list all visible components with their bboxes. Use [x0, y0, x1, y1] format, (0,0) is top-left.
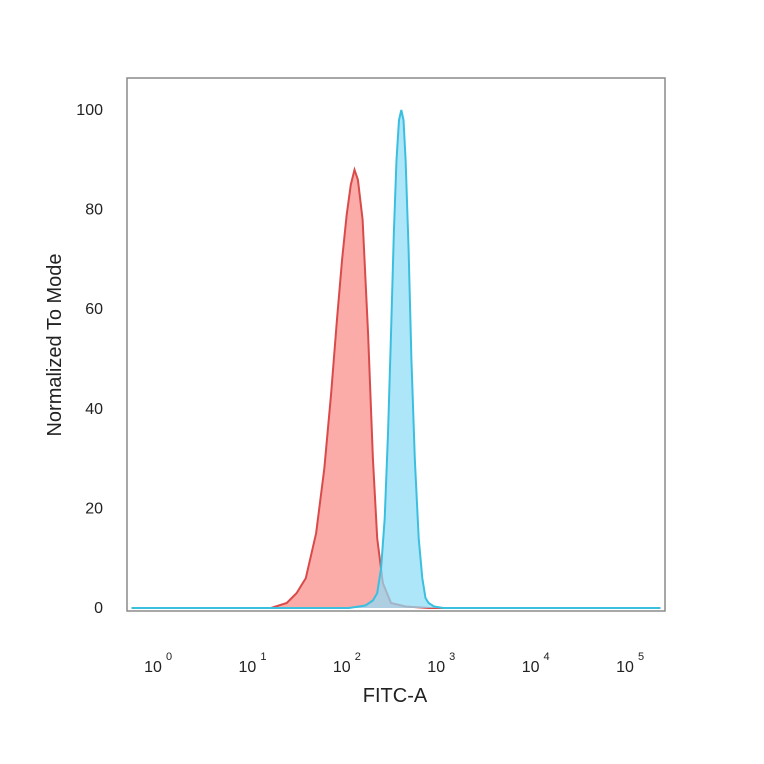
y-tick-labels: 0 20 40 60 80 100 — [76, 102, 103, 617]
y-tick-label-2: 40 — [85, 401, 103, 418]
x-tick-label-0: 10 — [144, 659, 162, 676]
x-tick-exponent-5: 5 — [638, 651, 644, 663]
x-tick-exponent-1: 1 — [260, 651, 266, 663]
series-layer — [131, 109, 661, 609]
x-tick-exponent-0: 0 — [166, 651, 172, 663]
x-tick-exponent-2: 2 — [355, 651, 361, 663]
x-tick-label-3: 10 — [427, 659, 445, 676]
series-2-area — [131, 110, 661, 608]
x-tick-label-1: 10 — [239, 659, 257, 676]
series-2-line — [131, 109, 661, 609]
y-tick-label-4: 80 — [85, 202, 103, 219]
y-tick-label-1: 20 — [85, 500, 103, 517]
y-axis-label: Normalized To Mode — [44, 253, 66, 436]
x-tick-exponent-4: 4 — [544, 651, 550, 663]
y-tick-label-0: 0 — [94, 600, 103, 617]
x-tick-label-2: 10 — [333, 659, 351, 676]
y-tick-label-3: 60 — [85, 301, 103, 318]
x-tick-exponent-3: 3 — [449, 651, 455, 663]
x-tick-label-5: 10 — [616, 659, 634, 676]
y-tick-label-5: 100 — [76, 102, 103, 119]
x-axis-label: FITC-A — [363, 685, 428, 707]
x-tick-label-4: 10 — [522, 659, 540, 676]
